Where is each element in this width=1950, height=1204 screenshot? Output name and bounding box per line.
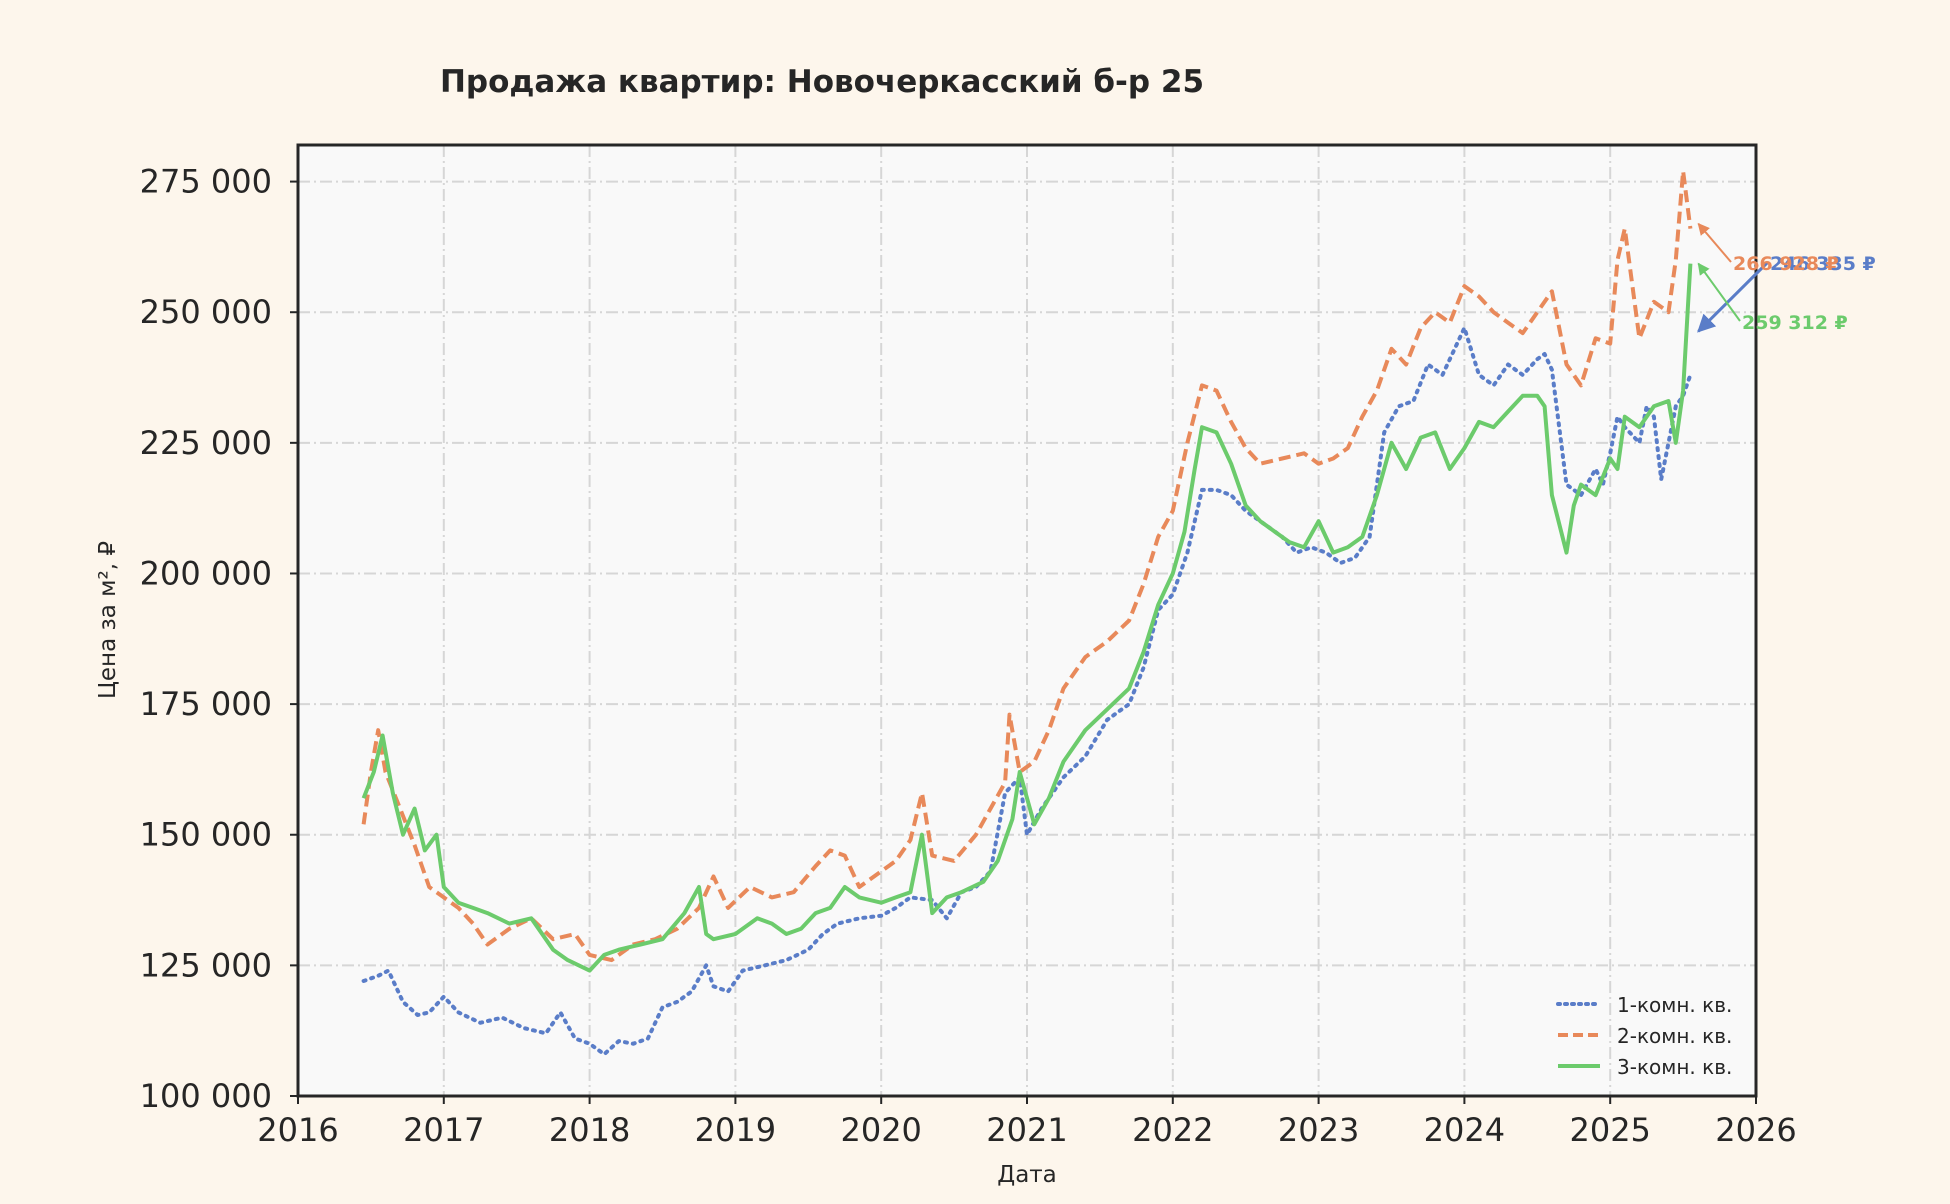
annotation-arrow (1697, 260, 1770, 333)
x-tick-label: 2021 (986, 1111, 1067, 1149)
legend-label-3: 3-комн. кв. (1617, 1055, 1732, 1079)
legend-label-1: 1-комн. кв. (1617, 993, 1732, 1017)
x-tick-label: 2024 (1424, 1111, 1505, 1149)
legend: 1-комн. кв. 2-комн. кв. 3-комн. кв. (1556, 993, 1732, 1079)
annotation-arrow (1697, 222, 1732, 263)
y-axis-ticks: 100 000 125 000 150 000 175 000 200 000 225 0… (140, 163, 298, 1115)
x-tick-label: 2025 (1569, 1111, 1650, 1149)
y-tick-label: 175 000 (140, 685, 272, 723)
legend-entry-1: 1-комн. кв. (1556, 993, 1732, 1017)
chart-title: Продажа квартир: Новочеркасский б-р 25 (440, 64, 1204, 100)
annotation-label: 266 928 ₽ (1733, 253, 1839, 275)
annotation-label: 259 312 ₽ (1742, 312, 1848, 334)
end-value-annotations: 246 335 ₽266 928 ₽ 259 312 ₽ (1697, 222, 1876, 334)
x-tick-label: 2020 (840, 1111, 921, 1149)
series-line-3 (361, 263, 1693, 973)
legend-entry-2: 2-комн. кв. (1558, 1024, 1732, 1048)
x-tick-label: 2017 (403, 1111, 484, 1149)
series-line-2 (361, 169, 1693, 963)
annotation-label: 246 335 ₽ (1770, 253, 1876, 275)
legend-label-2: 2-комн. кв. (1617, 1024, 1732, 1048)
y-axis-label: Цена за м², ₽ (95, 541, 121, 699)
y-tick-label: 150 000 (140, 816, 272, 854)
y-tick-label: 275 000 (140, 163, 272, 201)
x-tick-label: 2018 (549, 1111, 630, 1149)
x-tick-label: 2016 (257, 1111, 338, 1149)
y-tick-label: 100 000 (140, 1077, 272, 1115)
annotation-arrow (1697, 262, 1741, 322)
y-tick-label: 125 000 (140, 946, 272, 984)
x-tick-label: 2026 (1715, 1111, 1796, 1149)
x-tick-label: 2022 (1132, 1111, 1213, 1149)
y-tick-label: 225 000 (140, 424, 272, 462)
y-tick-label: 200 000 (140, 554, 272, 592)
x-axis-label: Дата (997, 1162, 1057, 1188)
x-tick-label: 2019 (695, 1111, 776, 1149)
series-line-1 (361, 325, 1693, 1057)
y-tick-label: 250 000 (140, 293, 272, 331)
legend-entry-3: 3-комн. кв. (1558, 1055, 1732, 1079)
x-axis-ticks: 2016 2017 2018 2019 2020 2021 2022 2023 2024 2025… (257, 1096, 1797, 1149)
x-tick-label: 2023 (1278, 1111, 1359, 1149)
series-lines (361, 169, 1693, 1057)
